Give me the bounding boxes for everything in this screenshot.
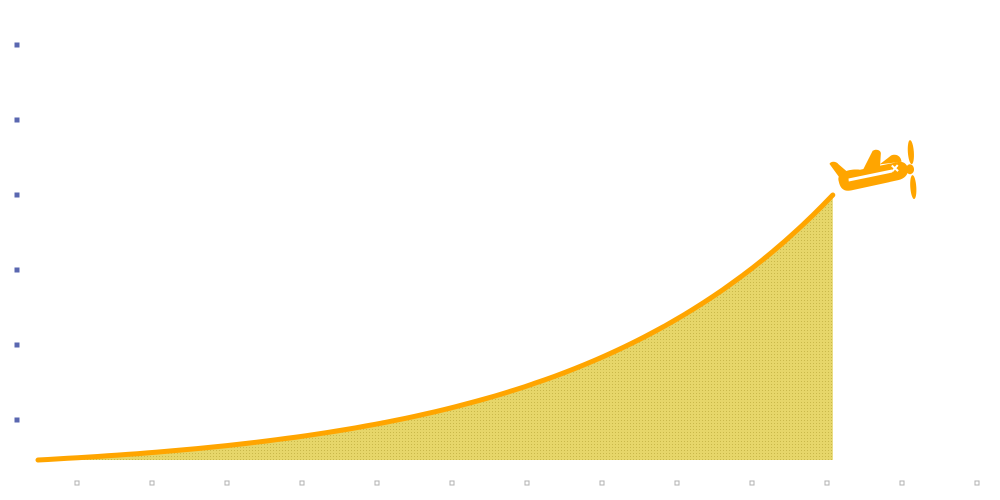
- plane-cockpit: [879, 154, 902, 165]
- x-axis-tick: [224, 480, 230, 486]
- y-axis-tick: [14, 42, 20, 48]
- x-axis-tick: [524, 480, 530, 486]
- x-axis-tick: [824, 480, 830, 486]
- plane-tail: [829, 161, 849, 180]
- y-axis-tick: [14, 192, 20, 198]
- x-axis-tick: [74, 480, 80, 486]
- y-axis-tick: [14, 117, 20, 123]
- x-axis-tick: [149, 480, 155, 486]
- x-axis-tick: [374, 480, 380, 486]
- multiplier-curve: [35, 192, 836, 463]
- plane-x-mark: [891, 164, 899, 173]
- plane-propeller-top: [907, 140, 914, 165]
- x-axis-tick: [674, 480, 680, 486]
- plane-stripe: [848, 169, 893, 182]
- x-axis-tick: [599, 480, 605, 486]
- plane-icon: [829, 140, 917, 200]
- x-axis-tick: [449, 480, 455, 486]
- plane-wing: [862, 149, 881, 172]
- y-axis-tick: [14, 267, 20, 273]
- x-axis-tick: [974, 480, 980, 486]
- y-axis-tick: [14, 417, 20, 423]
- curve-area-fill: [38, 195, 833, 460]
- x-axis-tick: [299, 480, 305, 486]
- x-axis-tick: [899, 480, 905, 486]
- y-axis-ticks: [14, 42, 20, 423]
- plane-propeller-bottom: [910, 175, 917, 200]
- plane-propeller-hub: [906, 164, 915, 175]
- x-axis-ticks: [74, 480, 980, 486]
- y-axis-tick: [14, 342, 20, 348]
- x-axis-tick: [749, 480, 755, 486]
